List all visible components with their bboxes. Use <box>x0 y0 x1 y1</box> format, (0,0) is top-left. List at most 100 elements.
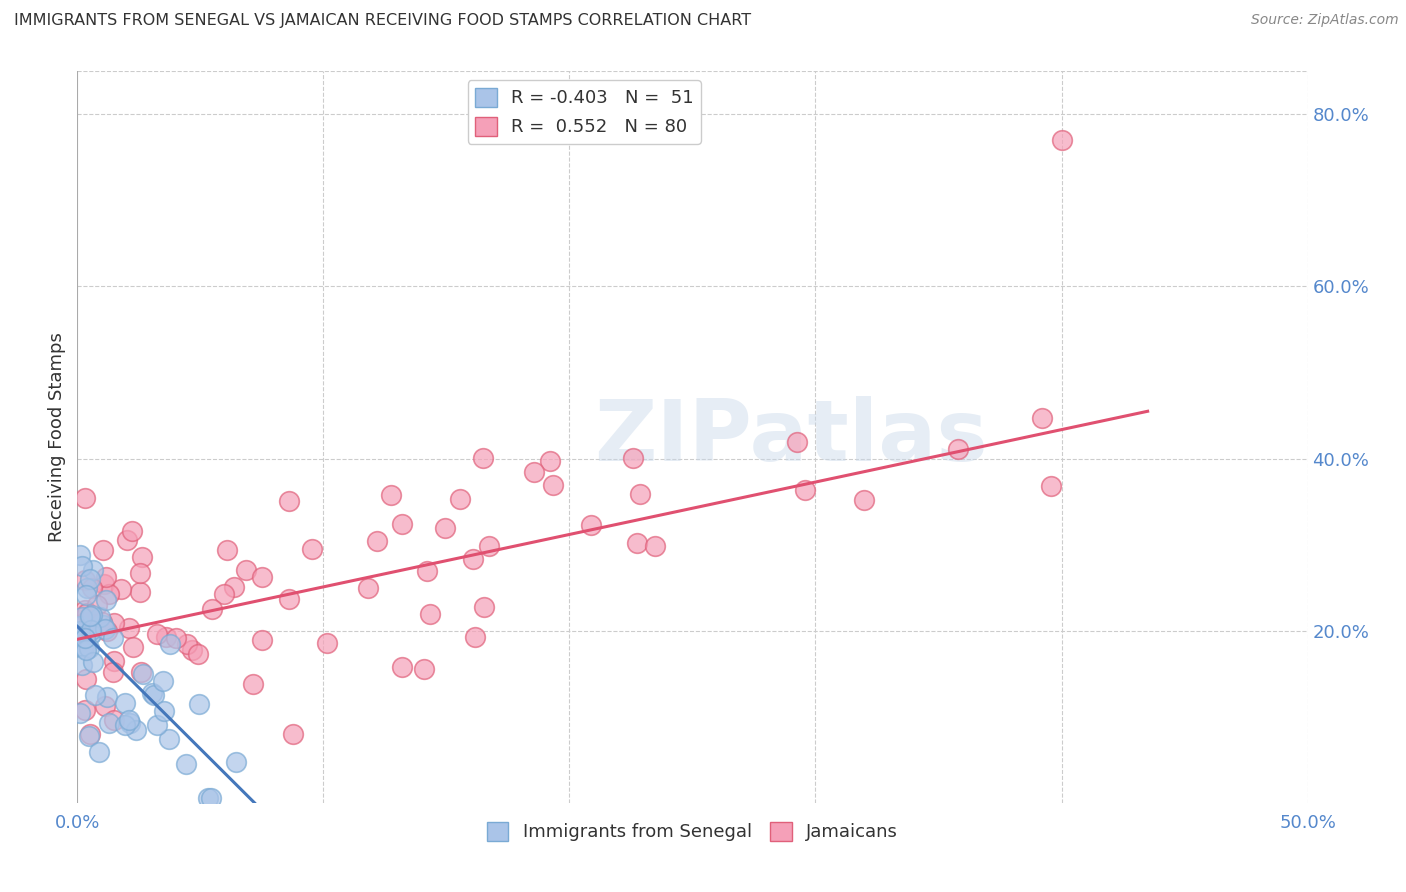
Point <box>538 454 561 468</box>
Point <box>644 539 666 553</box>
Point <box>165 631 187 645</box>
Point <box>70 610 93 624</box>
Point <box>84 688 107 702</box>
Point <box>176 637 198 651</box>
Point <box>89 610 111 624</box>
Point <box>541 478 564 492</box>
Point <box>159 637 181 651</box>
Point <box>93 577 115 591</box>
Point <box>73 615 96 630</box>
Point <box>98 715 121 730</box>
Point <box>101 631 124 645</box>
Point <box>91 618 114 632</box>
Point <box>73 632 96 646</box>
Point <box>69 624 91 638</box>
Point <box>852 492 875 507</box>
Point <box>242 677 264 691</box>
Point <box>316 636 339 650</box>
Point <box>413 662 436 676</box>
Point <box>96 690 118 704</box>
Point <box>114 717 136 731</box>
Point <box>235 563 257 577</box>
Point <box>463 552 485 566</box>
Point <box>145 626 167 640</box>
Point <box>181 643 204 657</box>
Point <box>278 592 301 607</box>
Point <box>76 588 98 602</box>
Point <box>75 643 97 657</box>
Y-axis label: Receiving Food Stamps: Receiving Food Stamps <box>48 332 66 542</box>
Point <box>281 727 304 741</box>
Point <box>478 539 501 553</box>
Point <box>80 627 103 641</box>
Point <box>225 756 247 770</box>
Point <box>118 621 141 635</box>
Point <box>117 713 139 727</box>
Point <box>626 535 648 549</box>
Point <box>87 745 110 759</box>
Legend: Immigrants from Senegal, Jamaicans: Immigrants from Senegal, Jamaicans <box>479 814 905 848</box>
Point <box>250 633 273 648</box>
Point <box>212 587 235 601</box>
Point <box>82 563 104 577</box>
Point <box>118 715 141 730</box>
Point <box>581 517 603 532</box>
Point <box>77 729 100 743</box>
Point <box>464 630 486 644</box>
Point <box>96 624 118 638</box>
Point <box>380 488 402 502</box>
Point <box>79 573 101 587</box>
Point <box>129 665 152 680</box>
Point <box>103 616 125 631</box>
Point <box>786 434 808 449</box>
Point <box>157 731 180 746</box>
Point <box>79 608 101 623</box>
Point <box>69 619 91 633</box>
Point <box>155 630 177 644</box>
Point <box>176 756 198 771</box>
Point <box>416 564 439 578</box>
Point <box>129 585 152 599</box>
Point <box>449 491 471 506</box>
Point <box>621 450 644 465</box>
Text: IMMIGRANTS FROM SENEGAL VS JAMAICAN RECEIVING FOOD STAMPS CORRELATION CHART: IMMIGRANTS FROM SENEGAL VS JAMAICAN RECE… <box>14 13 751 29</box>
Point <box>152 673 174 688</box>
Point <box>73 602 96 616</box>
Point <box>94 592 117 607</box>
Point <box>76 607 98 621</box>
Point <box>153 704 176 718</box>
Point <box>391 517 413 532</box>
Point <box>73 574 96 588</box>
Text: ZIPatlas: ZIPatlas <box>593 395 988 479</box>
Point <box>98 587 121 601</box>
Point <box>94 699 117 714</box>
Point <box>72 657 94 672</box>
Point <box>101 665 124 679</box>
Point <box>114 696 136 710</box>
Point <box>419 607 441 622</box>
Point <box>122 640 145 654</box>
Point <box>73 491 96 506</box>
Point <box>793 483 815 497</box>
Point <box>69 625 91 640</box>
Point <box>128 566 150 580</box>
Point <box>391 659 413 673</box>
Point <box>117 533 139 548</box>
Point <box>73 641 96 656</box>
Point <box>523 466 546 480</box>
Point <box>93 623 115 637</box>
Point <box>628 487 651 501</box>
Point <box>946 442 969 456</box>
Point <box>125 723 148 737</box>
Point <box>79 727 101 741</box>
Point <box>188 698 211 712</box>
Point <box>79 623 101 637</box>
Point <box>82 655 104 669</box>
Point <box>80 607 103 622</box>
Point <box>201 602 224 616</box>
Point <box>200 791 222 805</box>
Point <box>215 543 238 558</box>
Point <box>1031 410 1053 425</box>
Point <box>278 494 301 508</box>
Point <box>433 521 456 535</box>
